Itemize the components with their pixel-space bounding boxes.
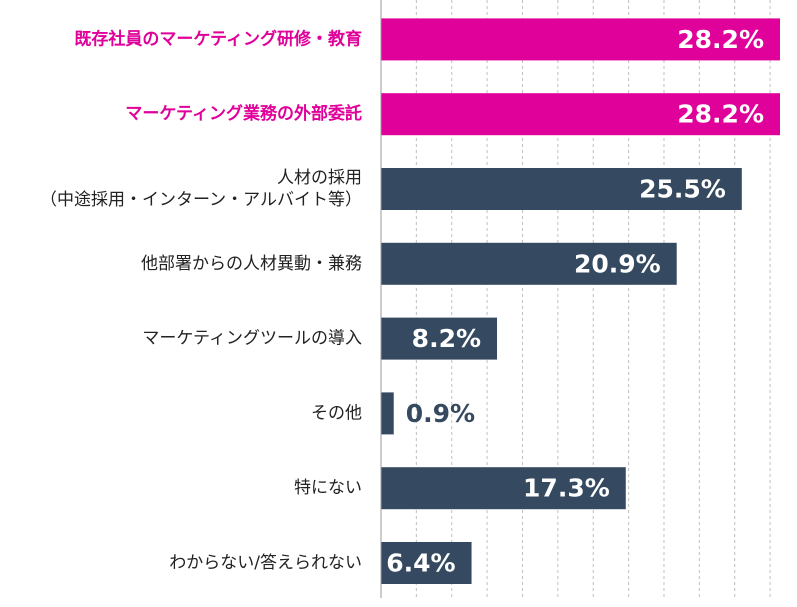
- bar: [381, 242, 677, 285]
- bar: [381, 93, 780, 136]
- value-label: 28.2%: [677, 25, 764, 54]
- category-label: 人材の採用（中途採用・インターン・アルバイト等）: [40, 168, 362, 210]
- category-label-line: 人材の採用: [277, 168, 362, 188]
- category-label: 特にない: [294, 478, 362, 498]
- value-label: 17.3%: [523, 474, 610, 503]
- bar: [381, 168, 742, 210]
- value-label: 28.2%: [677, 100, 764, 129]
- value-label: 25.5%: [639, 175, 726, 204]
- bar: [381, 317, 498, 360]
- value-label: 0.9%: [406, 399, 475, 428]
- value-label: 20.9%: [574, 249, 661, 278]
- value-label: 8.2%: [412, 324, 481, 353]
- bar: [381, 18, 780, 61]
- bar: [381, 542, 472, 584]
- category-label: マーケティング業務の外部委託: [125, 103, 362, 124]
- value-label: 6.4%: [386, 549, 455, 578]
- category-label: 他部署からの人材異動・兼務: [141, 254, 362, 274]
- category-label: その他: [311, 403, 362, 423]
- category-label-line: （中途採用・インターン・アルバイト等）: [40, 190, 362, 210]
- category-label: わからない/答えられない: [169, 553, 362, 573]
- bar: [381, 467, 626, 510]
- category-label: マーケティングツールの導入: [142, 329, 362, 349]
- bar: [381, 392, 394, 435]
- category-label: 既存社員のマーケティング研修・教育: [74, 28, 362, 49]
